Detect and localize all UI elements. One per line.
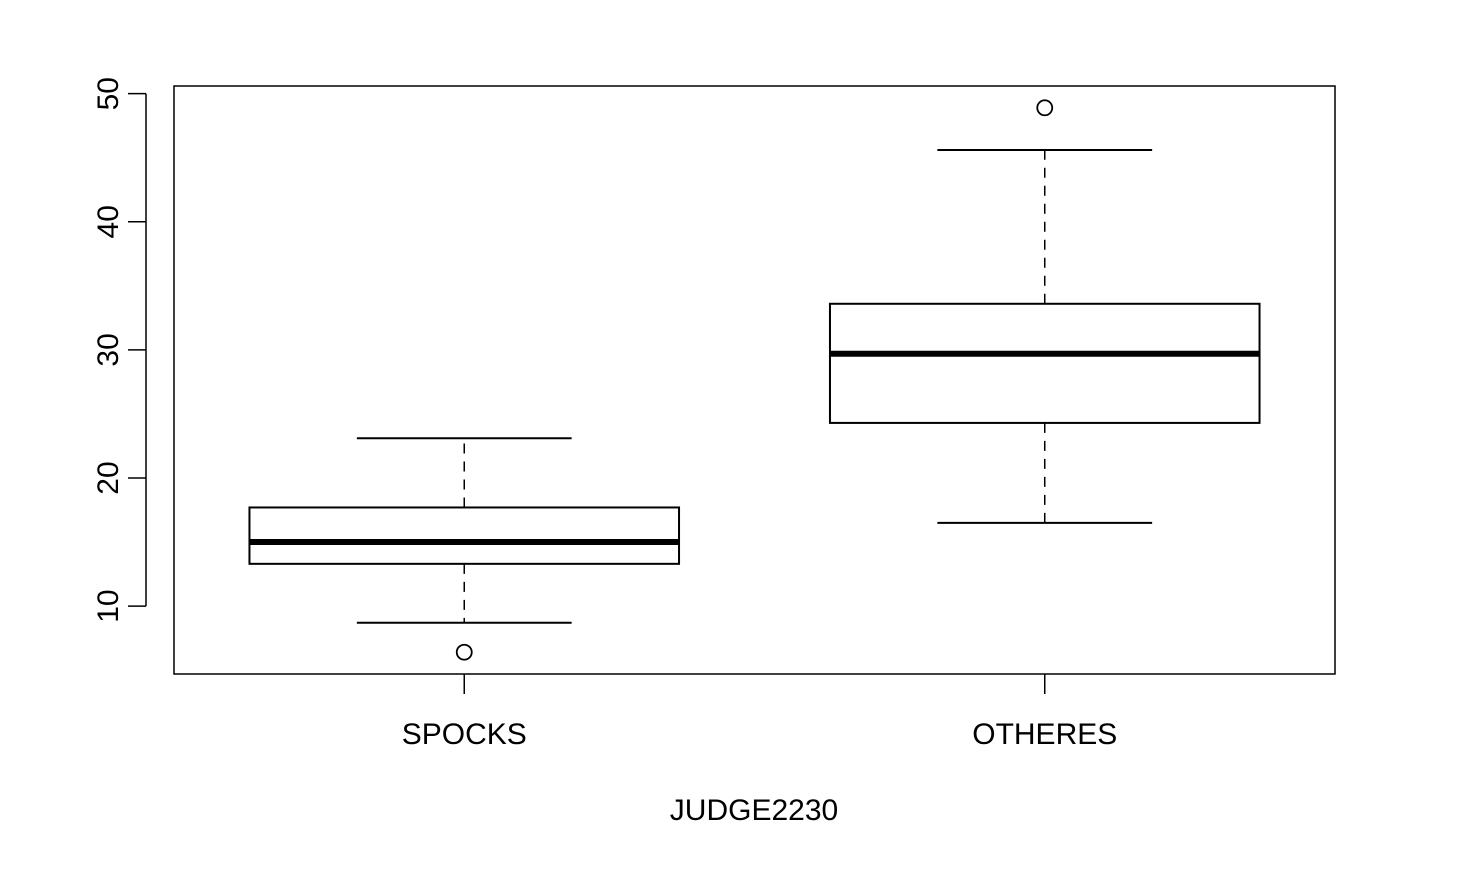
outlier-spocks-0 — [455, 643, 473, 661]
y-tick-label-30: 30 — [92, 333, 125, 366]
box-group-otheres — [828, 99, 1261, 524]
y-tick-label-40: 40 — [92, 205, 125, 238]
iqr-box-otheres — [828, 302, 1261, 424]
outlier-otheres-0 — [1036, 99, 1054, 117]
x-tick-label-otheres: OTHERES — [972, 718, 1117, 751]
box-group-spocks — [248, 437, 681, 661]
x-axis-title: JUDGE2230 — [670, 794, 838, 827]
x-axis: SPOCKS OTHERES — [402, 674, 1117, 751]
plot-frame — [173, 85, 1336, 675]
boxes — [248, 99, 1261, 661]
y-tick-label-20: 20 — [92, 461, 125, 494]
iqr-box-spocks — [248, 506, 681, 565]
y-tick-label-10: 10 — [92, 589, 125, 622]
y-axis: 10 20 30 40 50 — [92, 77, 147, 623]
x-tick-label-spocks: SPOCKS — [402, 718, 527, 751]
y-tick-label-50: 50 — [92, 77, 125, 110]
